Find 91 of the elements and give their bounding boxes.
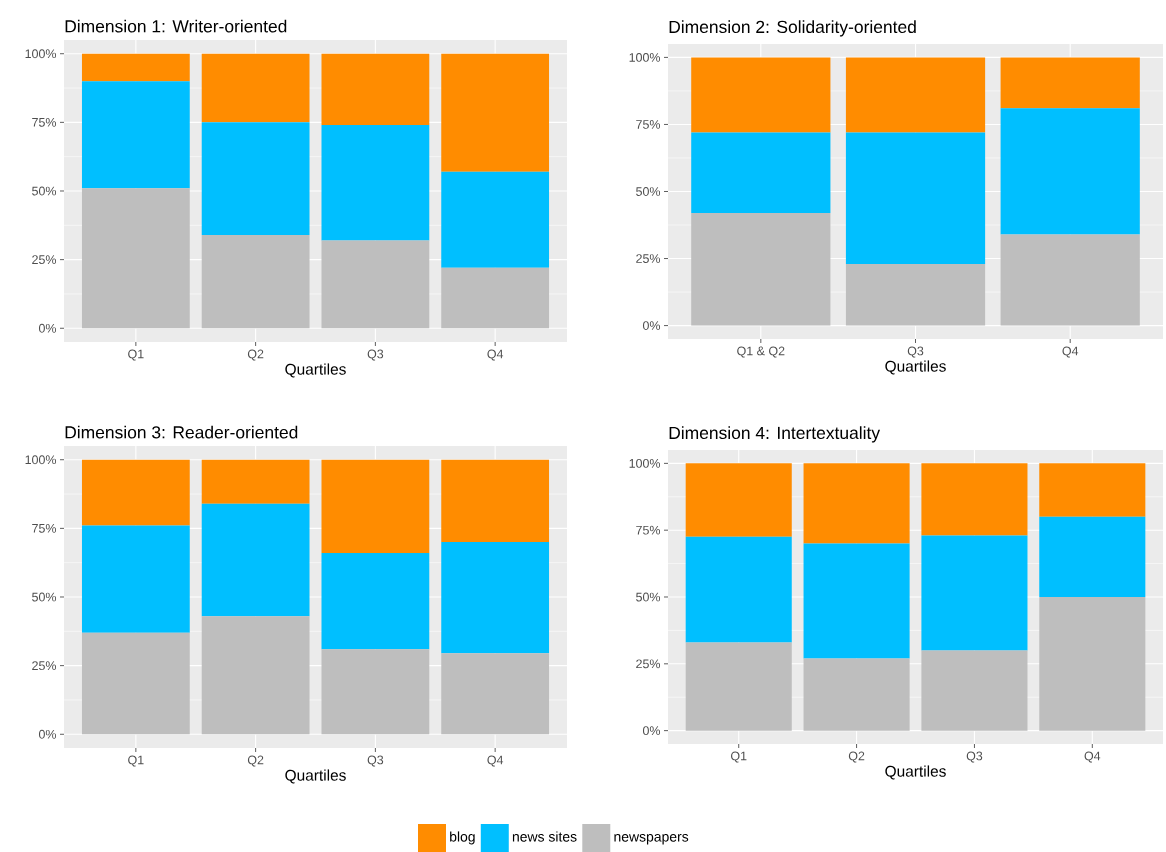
x-tick-label: Q3	[966, 751, 983, 763]
x-tick-label: Q1	[128, 349, 144, 361]
bar	[921, 463, 1028, 536]
y-tick-label: 50%	[636, 592, 661, 602]
x-tick-label: Q3	[367, 349, 384, 361]
x-tick-label: Q4	[487, 349, 504, 361]
bar	[803, 658, 910, 731]
bar	[691, 132, 831, 213]
bar	[685, 642, 792, 731]
bar	[441, 653, 550, 735]
bar	[201, 234, 310, 329]
bar	[1000, 108, 1140, 235]
bar	[201, 122, 310, 235]
bar	[845, 263, 986, 326]
chart-title: Dimension 3: Reader-oriented	[65, 425, 298, 439]
legend-label: blog	[450, 831, 475, 845]
y-tick-label: 50%	[32, 186, 57, 196]
x-tick-label: Q4	[1062, 346, 1079, 358]
y-tick-label: 100%	[25, 49, 57, 59]
bar	[921, 650, 1028, 731]
legend-label: news sites	[512, 831, 577, 842]
bar	[201, 503, 310, 617]
bar	[691, 57, 831, 133]
y-tick-label: 25%	[636, 254, 661, 263]
y-tick-label: 100%	[629, 458, 661, 468]
y-tick-label: 0%	[38, 729, 57, 739]
bar	[1039, 463, 1146, 517]
bar	[81, 53, 190, 82]
y-tick-label: 0%	[642, 726, 661, 736]
x-tick-label: Q1	[731, 751, 747, 763]
bar	[845, 57, 986, 133]
x-axis-title: Quartiles	[285, 363, 346, 378]
bar	[921, 535, 1028, 651]
bar	[691, 212, 831, 326]
bar	[1039, 516, 1146, 597]
bar	[803, 463, 910, 544]
bar	[321, 553, 430, 650]
y-tick-label: 0%	[642, 321, 661, 330]
bar	[321, 649, 430, 735]
chart-title: Dimension 1: Writer-oriented	[65, 19, 287, 33]
bar	[81, 525, 190, 633]
bar	[441, 267, 550, 329]
bar	[321, 125, 430, 241]
x-tick-label: Q1	[128, 755, 144, 767]
y-tick-label: 50%	[32, 592, 57, 602]
x-tick-label: Q3	[367, 755, 384, 767]
bar	[201, 616, 310, 735]
bar	[803, 543, 910, 659]
y-tick-label: 100%	[25, 455, 57, 465]
x-tick-label: Q2	[247, 755, 264, 767]
bar	[81, 81, 190, 189]
bar	[201, 459, 310, 504]
y-tick-label: 25%	[32, 255, 57, 265]
bar	[1039, 597, 1146, 731]
bar	[81, 188, 190, 329]
bar	[1000, 234, 1140, 326]
y-tick-label: 75%	[32, 117, 57, 127]
bar	[321, 53, 430, 126]
x-tick-label: Q3	[907, 346, 924, 358]
x-axis-title: Quartiles	[285, 769, 346, 784]
bar	[685, 536, 792, 643]
y-tick-label: 75%	[32, 523, 57, 533]
bar	[441, 53, 550, 172]
bar	[441, 542, 550, 654]
bar	[845, 132, 986, 264]
x-tick-label: Q4	[1084, 751, 1101, 763]
y-tick-label: 50%	[636, 187, 661, 196]
bar	[685, 463, 792, 537]
x-tick-label: Q4	[487, 755, 504, 767]
x-axis-title: Quartiles	[885, 765, 946, 780]
bar	[321, 459, 430, 554]
y-tick-label: 25%	[32, 661, 57, 671]
bar	[201, 53, 310, 123]
bar	[1000, 57, 1140, 109]
x-tick-label: Q1 & Q2	[737, 346, 785, 358]
bar	[441, 459, 550, 543]
chart-title: Dimension 4: Intertextuality	[669, 426, 881, 443]
x-tick-label: Q2	[247, 349, 264, 361]
y-tick-label: 25%	[636, 659, 661, 669]
bar	[441, 171, 550, 268]
y-tick-label: 75%	[636, 525, 661, 535]
bar	[81, 459, 190, 526]
x-axis-title: Quartiles	[885, 360, 946, 375]
legend-label: newspapers	[614, 833, 689, 845]
y-tick-label: 0%	[38, 323, 57, 333]
chart-title: Dimension 2: Solidarity-oriented	[669, 20, 916, 37]
bar	[81, 632, 190, 735]
y-tick-label: 75%	[636, 120, 661, 129]
x-tick-label: Q2	[848, 751, 865, 763]
y-tick-label: 100%	[629, 53, 661, 62]
bar	[321, 240, 430, 329]
